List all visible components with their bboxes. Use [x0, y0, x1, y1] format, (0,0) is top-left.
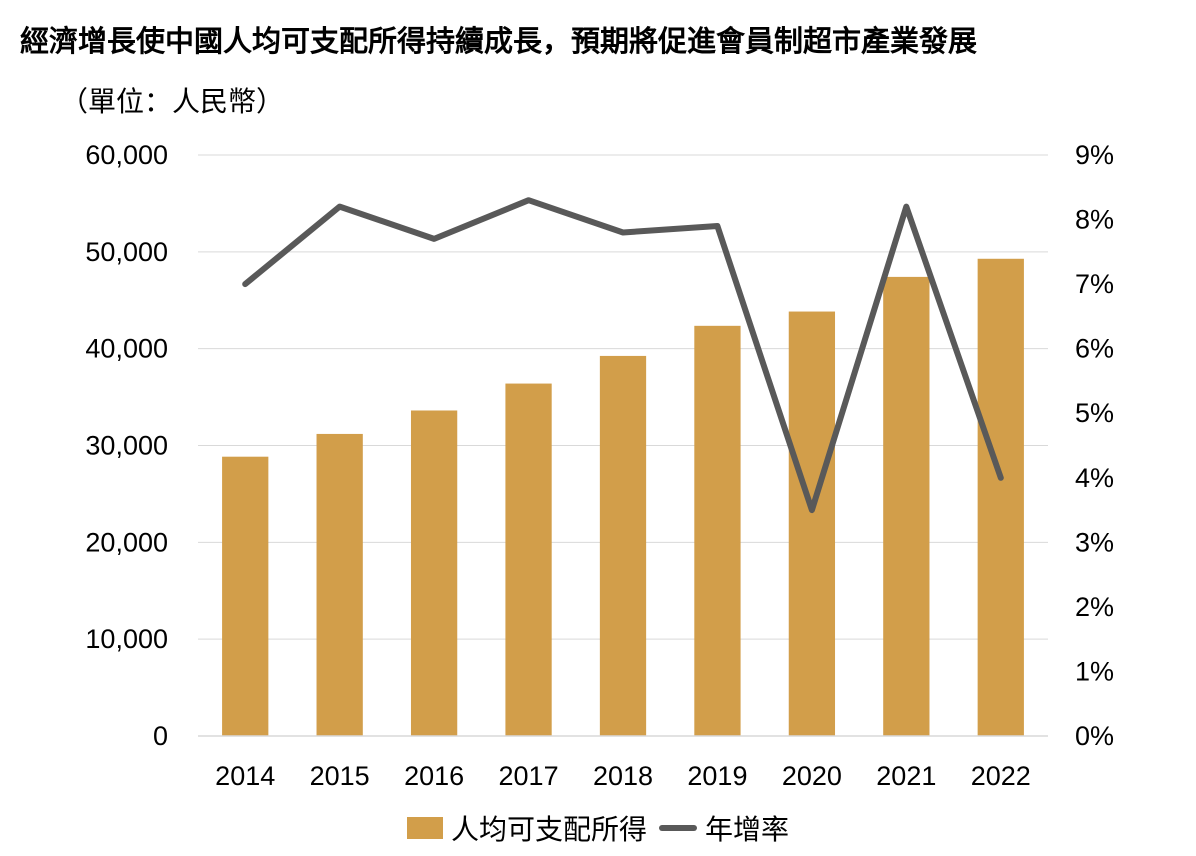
x-tick-label: 2020 [782, 761, 842, 791]
y-right-tick-label: 3% [1075, 527, 1114, 557]
bar [694, 325, 741, 736]
growth-rate-line [242, 197, 1004, 514]
y-right-tick-label: 9% [1075, 140, 1114, 170]
bar [316, 433, 363, 736]
legend-item-income: 人均可支配所得 [406, 808, 647, 848]
bar [599, 355, 647, 736]
legend-item-growth: 年增率 [659, 808, 789, 848]
x-tick-label: 2017 [499, 761, 559, 791]
y-right-tick-label: 6% [1075, 334, 1114, 364]
chart-title: 經濟增長使中國人均可支配所得持續成長，預期將促進會員制超市產業發展 [20, 24, 978, 58]
bar [505, 383, 552, 736]
bar [222, 456, 269, 736]
y-left-tick-label: 40,000 [85, 334, 168, 364]
y-left-tick-label: 0 [153, 721, 168, 751]
x-tick-label: 2022 [971, 761, 1031, 791]
y-left-tick-label: 30,000 [85, 431, 168, 461]
chart-canvas: 0 10,000 20,000 30,000 40,000 50,000 60,000 0% 1… [85, 140, 1114, 791]
x-tick-label: 2018 [593, 761, 653, 791]
y-left-tick-label: 50,000 [85, 237, 168, 267]
x-tick-label: 2019 [687, 761, 747, 791]
legend-swatch-line [659, 825, 697, 831]
y-right-tick-label: 4% [1075, 463, 1114, 493]
x-tick-label: 2021 [876, 761, 936, 791]
y-left-tick-label: 60,000 [85, 140, 168, 170]
y-right-tick-label: 2% [1075, 592, 1114, 622]
legend: 人均可支配所得 年增率 [0, 808, 1196, 848]
y-right-tick-label: 7% [1075, 269, 1114, 299]
legend-label-growth: 年增率 [705, 813, 790, 846]
bar [977, 258, 1024, 736]
legend-label-income: 人均可支配所得 [450, 813, 647, 846]
y-right-tick-label: 0% [1075, 721, 1114, 751]
x-tick-label: 2014 [215, 761, 275, 791]
y-left-tick-label: 20,000 [85, 527, 168, 557]
x-tick-label: 2016 [404, 761, 464, 791]
bar [788, 311, 836, 736]
unit-label: （單位：人民幣） [60, 85, 285, 118]
y-right-tick-label: 1% [1075, 656, 1114, 686]
y-right-tick-label: 5% [1075, 398, 1114, 428]
legend-swatch-bar [406, 817, 443, 839]
bar [410, 410, 458, 736]
x-tick-label: 2015 [310, 761, 370, 791]
bar [883, 276, 930, 736]
y-right-tick-label: 8% [1075, 205, 1114, 235]
y-left-tick-label: 10,000 [85, 624, 168, 654]
